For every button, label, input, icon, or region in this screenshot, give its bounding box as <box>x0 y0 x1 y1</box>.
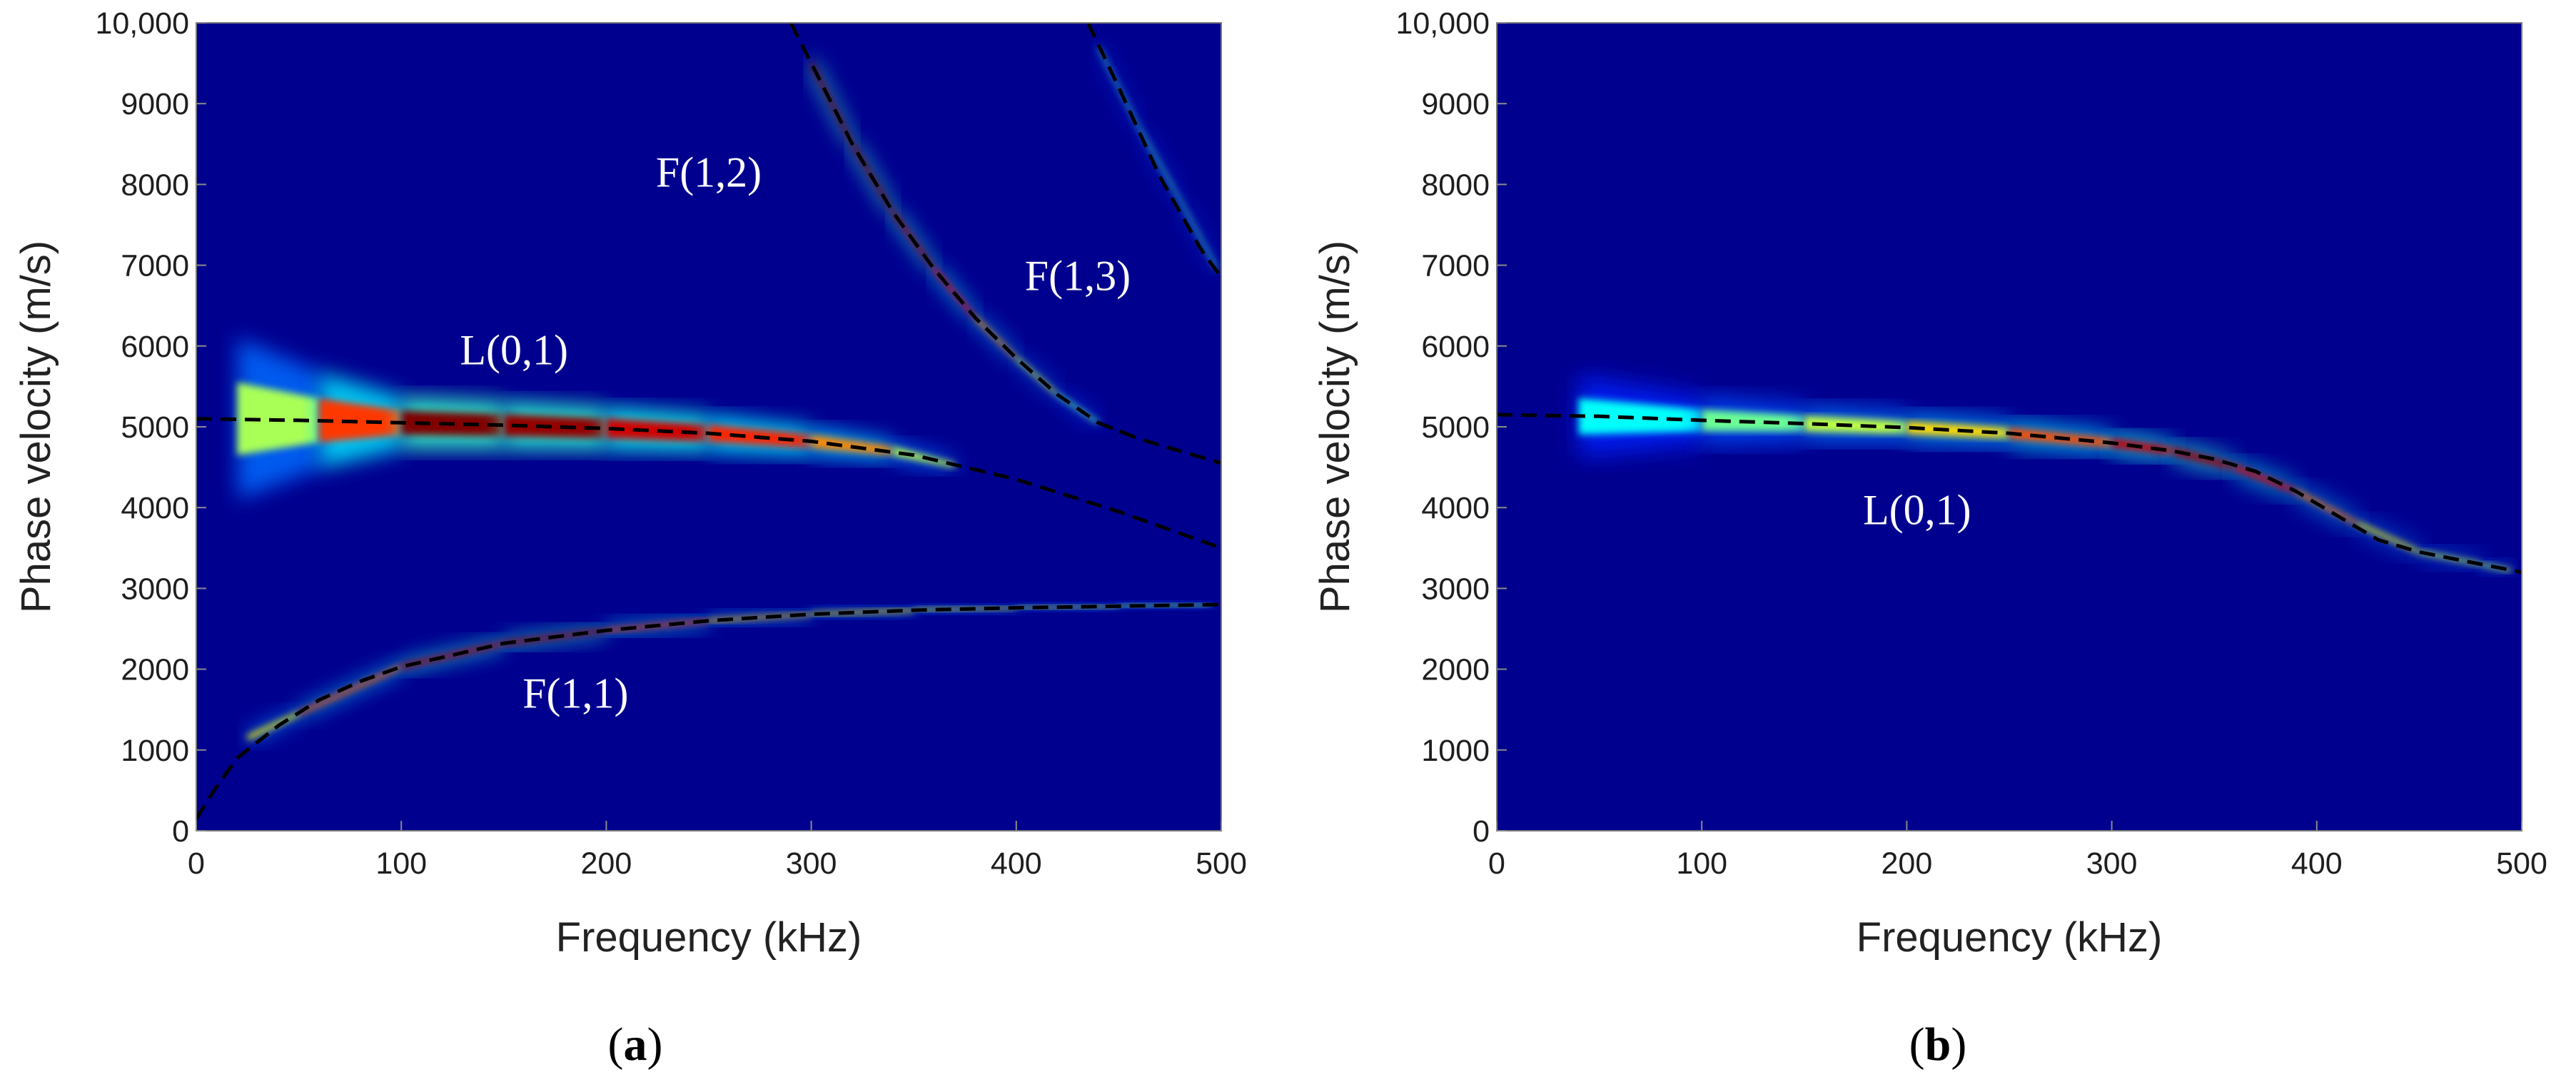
y-tick-label: 2000 <box>1421 653 1490 687</box>
y-tick-label: 1000 <box>121 734 189 768</box>
x-tick-label: 200 <box>581 846 632 881</box>
panel-a-caption: (a) <box>608 1018 663 1071</box>
y-tick-label: 1000 <box>1421 734 1490 768</box>
energy-core-segment <box>298 664 402 716</box>
y-tick-label: 10,000 <box>95 6 189 41</box>
y-tick-label: 6000 <box>121 330 189 364</box>
x-tick-label: 0 <box>1488 846 1505 881</box>
mode-label-f-1-1: F(1,1) <box>522 670 628 717</box>
y-tick-label: 0 <box>1473 814 1490 849</box>
x-tick-label: 400 <box>2291 846 2343 881</box>
dispersion-curve-f-1-2 <box>789 23 1141 441</box>
y-tick-label: 2000 <box>121 653 189 687</box>
panel-b-caption-letter: b <box>1925 1018 1951 1071</box>
y-tick-label: 4000 <box>1421 491 1490 525</box>
y-tick-label: 8000 <box>121 168 189 202</box>
y-tick-label: 4000 <box>121 491 189 525</box>
x-tick-label: 0 <box>188 846 205 881</box>
panel-a-dispersion-curves <box>196 23 1221 820</box>
panel-a-y-axis-ticks: 0 1000 2000 3000 4000 5000 6000 7000 8000 9000 10,… <box>95 6 206 849</box>
panel-a-x-axis-title: Frequency (kHz) <box>556 914 862 961</box>
panel-b-x-axis-title: Frequency (kHz) <box>1857 914 2163 961</box>
panel-b-x-axis-ticks: 0 100 200 300 400 500 <box>1488 821 2547 881</box>
x-tick-label: 300 <box>786 846 837 881</box>
mode-label-l-0-1: L(0,1) <box>1863 487 1971 534</box>
dispersion-curve-f-1-3-lower <box>1097 420 1221 465</box>
y-tick-label: 8000 <box>1421 168 1490 202</box>
y-tick-label: 7000 <box>121 249 189 283</box>
panel-a-x-axis-ticks: 0 100 200 300 400 500 <box>188 821 1247 881</box>
y-tick-label: 7000 <box>1421 249 1490 283</box>
y-tick-label: 6000 <box>1421 330 1490 364</box>
energy-core-segment <box>709 612 812 622</box>
energy-core-segment <box>503 414 607 439</box>
y-tick-label: 9000 <box>121 87 189 121</box>
dispersion-curve-l-0-1 <box>1497 413 2522 575</box>
dispersion-curve-l-0-1 <box>196 417 1221 550</box>
y-tick-label: 9000 <box>1421 87 1490 121</box>
panel-b: 0 100 200 300 400 500 0 1000 2000 3000 4000 5000 60… <box>1312 6 2547 1071</box>
y-tick-label: 3000 <box>121 572 189 606</box>
energy-core-segment <box>319 398 402 443</box>
x-tick-label: 100 <box>375 846 427 881</box>
energy-core-segment <box>2234 464 2297 495</box>
energy-band-3 <box>1098 42 1218 275</box>
energy-core-segment <box>247 711 299 741</box>
x-tick-label: 500 <box>1196 846 1247 881</box>
y-tick-label: 3000 <box>1421 572 1490 606</box>
energy-core-segment <box>1139 126 1181 203</box>
panel-a-y-axis-title: Phase velocity (m/s) <box>13 241 59 613</box>
x-tick-label: 300 <box>2086 846 2138 881</box>
x-tick-label: 100 <box>1676 846 1727 881</box>
y-tick-label: 0 <box>172 814 189 849</box>
panel-b-mode-labels: L(0,1) <box>1863 487 1971 534</box>
energy-core-segment <box>1180 198 1218 272</box>
y-tick-label: 5000 <box>121 410 189 445</box>
mode-label-f-1-3: F(1,3) <box>1025 252 1131 299</box>
panel-b-dispersion-curves <box>1497 413 2522 575</box>
dispersion-curve-f-1-1 <box>196 602 1221 820</box>
panel-a-caption-letter: a <box>624 1018 647 1071</box>
y-tick-label: 5000 <box>1421 410 1490 445</box>
x-tick-label: 400 <box>991 846 1042 881</box>
panel-a: 0 100 200 300 400 500 0 1000 2000 3000 4000 5000 60… <box>13 6 1247 1071</box>
y-tick-label: 10,000 <box>1395 6 1490 41</box>
x-tick-label: 500 <box>2496 846 2547 881</box>
panel-b-y-axis-title: Phase velocity (m/s) <box>1312 241 1358 613</box>
mode-label-l-0-1: L(0,1) <box>460 326 568 373</box>
energy-band-0 <box>237 338 955 500</box>
panel-b-y-axis-ticks: 0 1000 2000 3000 4000 5000 6000 7000 8000 9000 10,… <box>1395 6 1507 849</box>
energy-core-segment <box>1578 398 1702 435</box>
energy-core-segment <box>811 59 853 148</box>
energy-core-segment <box>1098 44 1140 131</box>
energy-core-segment <box>1804 415 1907 435</box>
panel-b-caption: (b) <box>1909 1018 1967 1071</box>
x-tick-label: 200 <box>1882 846 1933 881</box>
panel-a-mode-labels: L(0,1) F(1,1) F(1,2) F(1,3) <box>460 148 1131 717</box>
mode-label-f-1-2: F(1,2) <box>656 148 762 196</box>
